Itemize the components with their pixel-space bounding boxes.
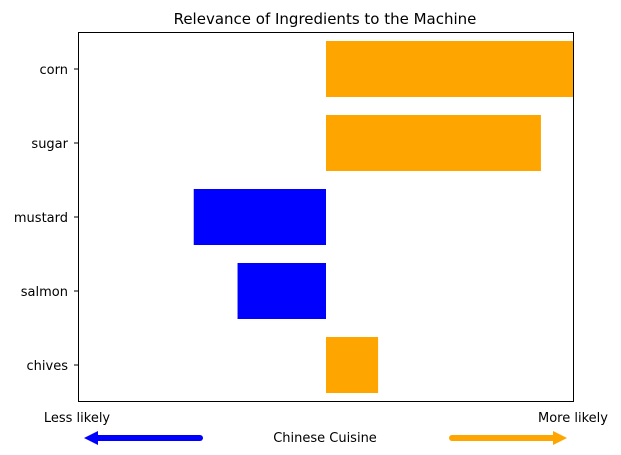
chart-title: Relevance of Ingredients to the Machine	[174, 10, 477, 28]
bar-sugar	[326, 115, 541, 171]
y-ticks: corn sugar mustard salmon chives	[14, 63, 78, 374]
bars-layer	[193, 41, 574, 393]
less-likely-label: Less likely	[44, 411, 111, 426]
more-likely-arrow	[449, 431, 567, 445]
class-label: Chinese Cuisine	[273, 431, 377, 446]
y-tick-label-sugar: sugar	[31, 137, 68, 152]
bar-corn	[326, 41, 574, 97]
more-likely-label: More likely	[538, 411, 608, 426]
bar-chives	[326, 337, 379, 393]
less-likely-arrow	[84, 431, 203, 445]
bar-mustard	[193, 189, 326, 245]
y-tick-label-salmon: salmon	[21, 285, 68, 300]
y-tick-label-mustard: mustard	[14, 211, 68, 226]
y-tick-label-corn: corn	[40, 63, 68, 78]
y-tick-label-chives: chives	[27, 359, 69, 374]
bar-salmon	[237, 263, 326, 319]
plot-area-frame	[78, 32, 574, 402]
